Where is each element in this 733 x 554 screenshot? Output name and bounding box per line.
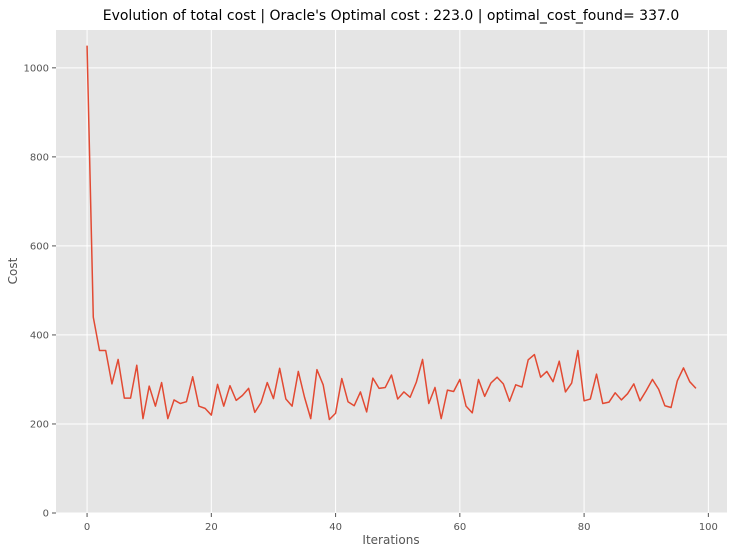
y-tick-label: 0 bbox=[43, 509, 49, 520]
y-tick-label: 200 bbox=[30, 419, 49, 430]
x-tick-label: 100 bbox=[699, 522, 718, 533]
y-tick-label: 600 bbox=[30, 241, 49, 252]
x-tick-label: 0 bbox=[84, 522, 90, 533]
y-tick-label: 800 bbox=[30, 152, 49, 163]
x-tick-label: 40 bbox=[329, 522, 342, 533]
series-group bbox=[86, 45, 697, 421]
x-tick-label: 20 bbox=[205, 522, 218, 533]
y-tick-label: 1000 bbox=[24, 63, 49, 74]
series-line bbox=[86, 45, 697, 421]
plot-background bbox=[56, 30, 727, 513]
y-axis-label: Cost bbox=[6, 257, 20, 284]
x-tick-label: 60 bbox=[453, 522, 466, 533]
chart-title: Evolution of total cost | Oracle's Optim… bbox=[103, 8, 680, 24]
y-tick-label: 400 bbox=[30, 330, 49, 341]
y-axis-ticks: 0 200 400 600 800 1000 bbox=[24, 63, 56, 520]
x-axis-ticks: 0 20 40 60 80 100 bbox=[84, 513, 718, 533]
x-tick-label: 80 bbox=[578, 522, 591, 533]
grid-lines bbox=[56, 30, 727, 514]
x-axis-label: Iterations bbox=[362, 533, 419, 547]
